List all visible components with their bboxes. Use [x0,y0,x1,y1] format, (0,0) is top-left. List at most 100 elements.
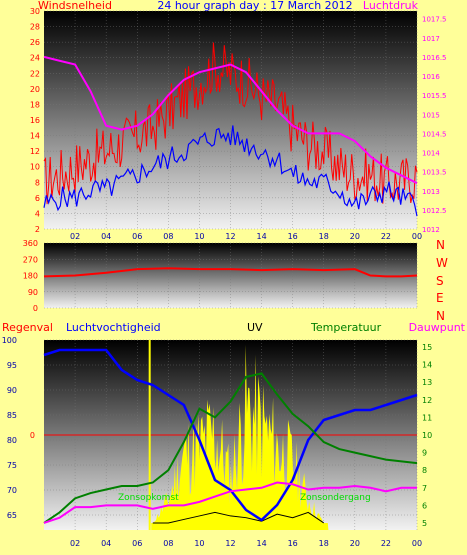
top-ytick-right: 1012.5 [422,207,447,215]
bottom-xtick: 22 [381,539,391,548]
compass-n-top: N [436,238,445,252]
top-right-title: Luchtdruk [363,0,419,12]
top-left-title: Windsnelheid [38,0,112,12]
uv-label: UV [247,321,263,334]
bottom-xtick: 04 [101,539,111,548]
top-ytick-left: 24 [30,54,40,63]
bottom-ytick-left: 95 [7,361,17,370]
bottom-xtick: 00 [412,539,422,548]
chart-marks: 2468101214161820222426283010121012.51013… [2,7,447,548]
bottom-ytick-right: 9 [422,449,427,458]
top-ytick-left: 22 [30,69,40,78]
bottom-ytick-right: 15 [422,343,432,352]
bottom-xtick: 12 [225,539,235,548]
bottom-ytick-left: 90 [7,386,17,395]
temperature-label: Temperatuur [310,321,382,334]
top-ytick-left: 30 [30,7,40,16]
top-ytick-left: 12 [30,147,40,156]
bottom-xtick: 08 [163,539,173,548]
wind-direction-line [43,267,418,278]
top-ytick-right: 1017.5 [422,16,447,24]
top-ytick-right: 1015.5 [422,92,447,100]
top-ytick-left: 10 [30,163,40,172]
bottom-ytick-left: 85 [7,411,17,420]
compass-e: E [436,291,444,305]
top-ytick-right: 1012 [422,226,440,234]
solar-line [152,511,325,524]
bottom-ytick-right: 5 [422,519,427,528]
pressure-line [43,55,418,185]
top-ytick-left: 18 [30,100,40,109]
top-xtick: 14 [256,232,266,241]
mid-ytick: 360 [23,239,38,248]
compass-s: S [436,274,444,288]
top-ytick-left: 26 [30,38,40,47]
top-xtick: 10 [194,232,204,241]
bottom-ytick-right: 10 [422,431,432,440]
wind-avg-line [43,125,418,217]
bottom-ytick-right: 11 [422,413,432,422]
rain-label: Regenval [2,321,53,334]
compass-w: W [436,256,448,270]
dewpoint-line [43,481,417,524]
top-ytick-left: 14 [30,132,40,141]
bottom-ytick-right: 13 [422,378,432,387]
top-ytick-left: 20 [30,85,40,94]
top-ytick-left: 16 [30,116,40,125]
bottom-ytick-right: 7 [422,484,427,493]
bottom-ytick-right: 14 [422,361,432,370]
bottom-xtick: 02 [70,539,80,548]
temperature-line [43,372,418,524]
top-ytick-right: 1015 [422,111,440,119]
mid-ytick: 90 [28,288,38,297]
bottom-ytick-right: 6 [422,501,427,510]
bottom-ytick-left: 65 [7,511,17,520]
bottom-xtick: 06 [132,539,142,548]
humidity-label: Luchtvochtigheid [66,321,161,334]
bottom-ytick-right: 12 [422,396,432,405]
top-xtick: 04 [101,232,111,241]
dewpoint-label: Dauwpunt [409,321,466,334]
mid-ytick: 180 [23,272,38,281]
bottom-xtick: 10 [194,539,204,548]
bottom-ytick-right: 8 [422,466,427,475]
top-xtick: 16 [288,232,298,241]
compass-n-bottom: N [436,309,445,323]
bottom-ytick-left: 70 [7,486,17,495]
top-ytick-left: 28 [30,23,40,32]
bottom-xtick: 14 [256,539,266,548]
top-ytick-right: 1014 [422,150,440,158]
top-ytick-right: 1014.5 [422,130,447,138]
compass-letters: N W S E N [436,238,448,323]
sunrise-label: Zonsopkomst [118,493,179,503]
bottom-ytick-left: 100 [2,336,17,345]
top-xtick: 18 [319,232,329,241]
top-xtick: 08 [163,232,173,241]
top-ytick-right: 1016.5 [422,54,447,62]
top-ytick-left: 8 [35,178,40,187]
top-xtick: 00 [412,232,422,241]
top-ytick-right: 1017 [422,35,440,43]
top-xtick: 20 [350,232,360,241]
top-xtick: 06 [132,232,142,241]
top-ytick-left: 4 [35,209,40,218]
top-xtick: 02 [70,232,80,241]
top-center-title: 24 hour graph day : 17 March 2012 [157,0,352,12]
mid-ytick: 270 [23,255,38,264]
bottom-xtick: 16 [288,539,298,548]
mid-ytick: 0 [33,304,38,313]
sunset-label: Zonsondergang [300,493,371,503]
top-ytick-left: 2 [35,225,40,234]
top-ytick-right: 1016 [422,73,440,81]
bottom-xtick: 18 [319,539,329,548]
bottom-ytick-left: 75 [7,461,17,470]
top-xtick: 22 [381,232,391,241]
rain-tick: 0 [30,431,35,440]
bottom-xtick: 20 [350,539,360,548]
top-xtick: 12 [225,232,235,241]
top-ytick-left: 6 [35,194,40,203]
bottom-ytick-left: 80 [7,436,17,445]
humidity-line [43,348,418,522]
top-ytick-right: 1013.5 [422,169,447,177]
